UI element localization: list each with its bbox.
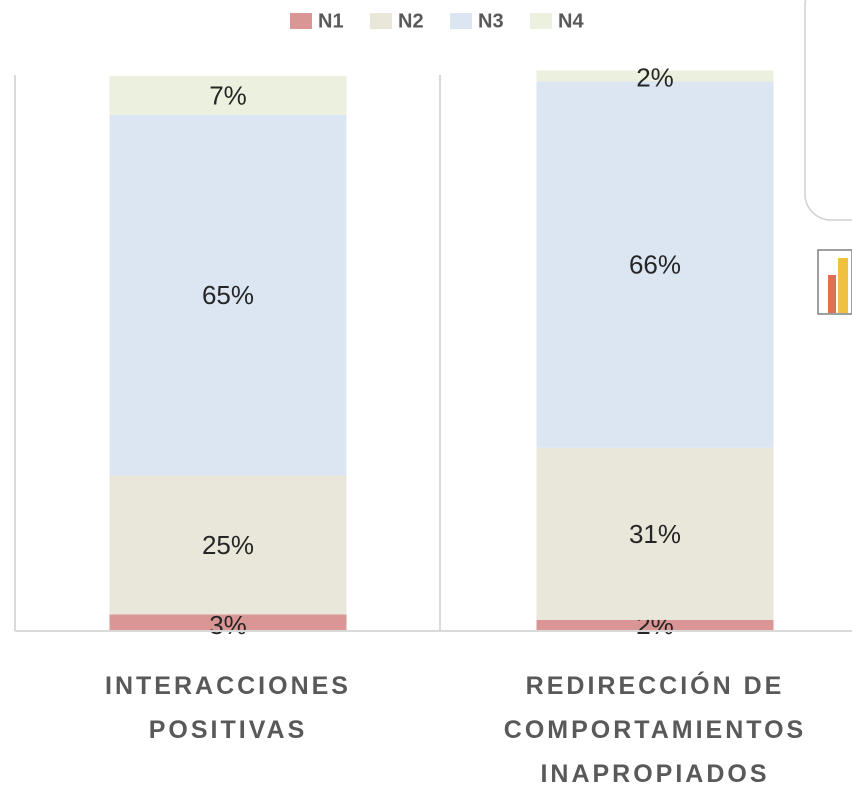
legend-label: N1 <box>318 10 344 32</box>
value-label: 31% <box>629 519 681 549</box>
value-label: 65% <box>202 280 254 310</box>
category-label: REDIRECCIÓN DE COMPORTAMIENTOS INAPROPIA… <box>503 672 807 788</box>
legend-swatch <box>370 13 392 29</box>
bar-segment <box>109 114 347 476</box>
bar-segment <box>109 614 347 631</box>
category-label: INTERACCIONES POSITIVAS <box>105 672 351 744</box>
value-label: 25% <box>202 530 254 560</box>
legend-label: N2 <box>398 10 424 32</box>
legend-swatch <box>450 13 472 29</box>
bar-segment <box>109 475 347 615</box>
bar-segment <box>536 81 774 448</box>
bar-segment <box>536 447 774 620</box>
legend-swatch <box>530 13 552 29</box>
legend-label: N3 <box>478 10 504 32</box>
bar-segment <box>536 619 774 631</box>
legend-swatch <box>290 13 312 29</box>
legend-label: N4 <box>558 10 584 32</box>
chart-icon <box>817 249 852 315</box>
value-label: 3% <box>209 610 247 640</box>
bar-segment <box>536 70 774 82</box>
overlay-panel <box>804 0 852 221</box>
value-label: 2% <box>636 62 674 92</box>
bar-segment <box>109 76 347 115</box>
value-label: 66% <box>629 250 681 280</box>
value-label: 7% <box>209 80 247 110</box>
